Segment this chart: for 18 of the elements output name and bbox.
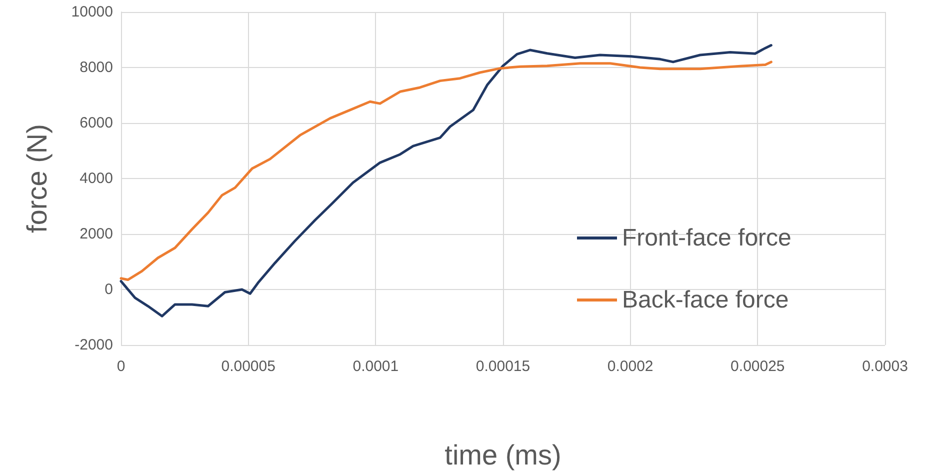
y-tick-label: 6000 (80, 114, 113, 132)
x-tick-label: 0.0003 (862, 358, 908, 375)
y-tick-label: -2000 (74, 336, 113, 354)
y-tick-label: 8000 (80, 59, 113, 76)
x-tick-label: 0.00015 (476, 358, 530, 375)
y-axis-title: force (N) (22, 124, 52, 233)
x-tick-label: 0.0001 (352, 358, 399, 375)
x-tick-label: 0.0002 (607, 358, 654, 375)
legend-label: Front-face force (622, 224, 792, 252)
legend-label: Back-face force (622, 286, 789, 314)
y-tick-label: 10000 (71, 4, 113, 20)
x-tick-label: 0.00005 (221, 358, 276, 375)
y-tick-label: 0 (104, 281, 113, 298)
x-tick-label: 0.00025 (730, 358, 785, 375)
x-axis-title: time (ms) (444, 440, 562, 470)
y-tick-label: 4000 (80, 170, 113, 187)
x-tick-label: 0 (116, 358, 126, 375)
y-tick-label: 2000 (80, 226, 113, 242)
